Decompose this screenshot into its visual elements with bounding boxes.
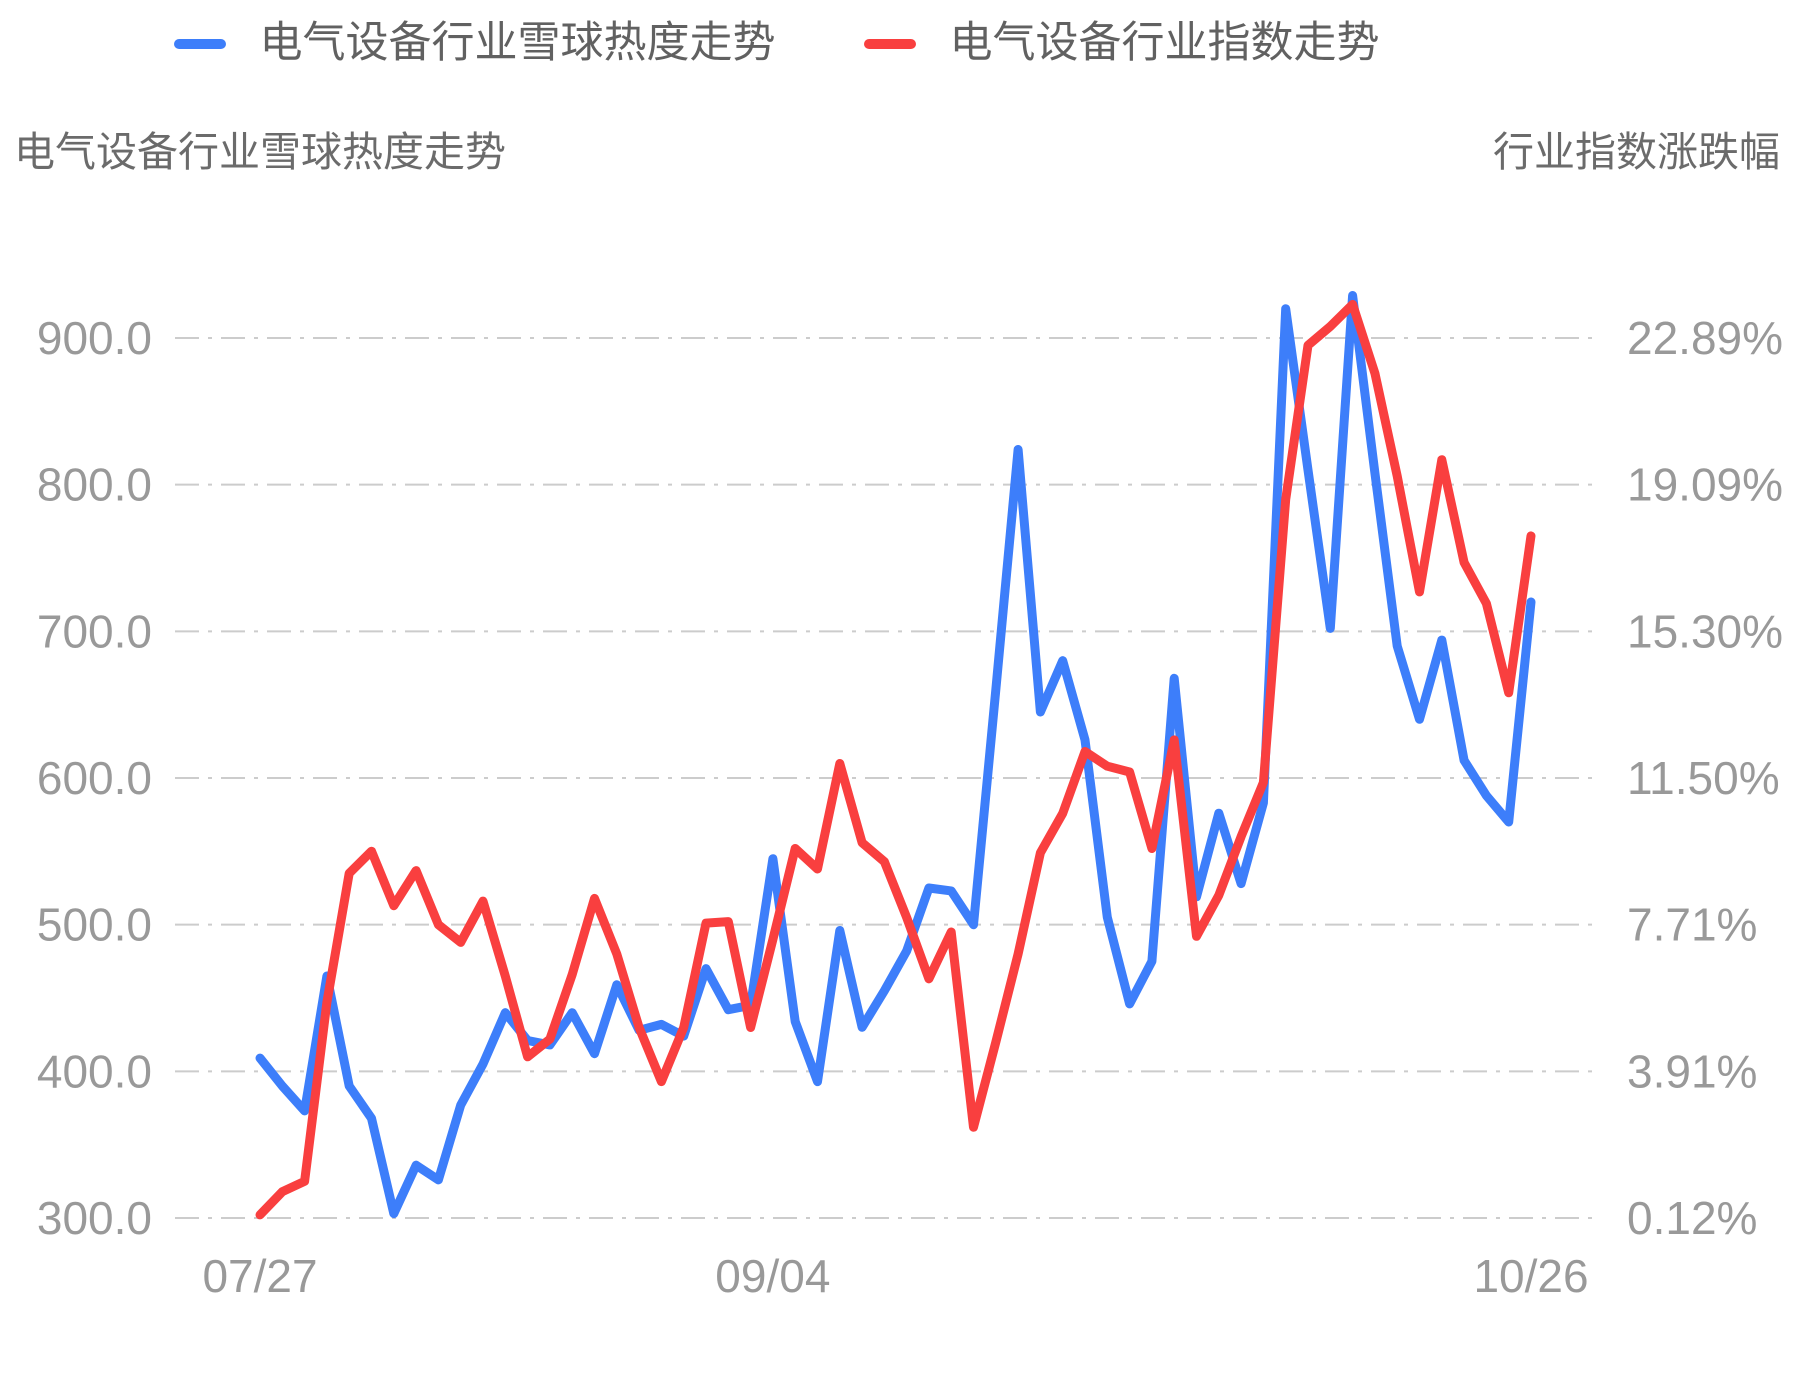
index-series-line [255, 299, 1536, 1220]
legend-label-index: 电气设备行业指数走势 [949, 19, 1380, 67]
left-axis-tick-label: 600.0 [37, 752, 152, 804]
left-axis-tick-label: 700.0 [37, 605, 152, 657]
left-axis-title: 电气设备行业雪球热度走势 [14, 129, 506, 175]
chart-legend: 电气设备行业雪球热度走势 电气设备行业指数走势 [0, 22, 1793, 65]
left-axis-tick-label: 500.0 [37, 899, 152, 951]
left-axis-tick-label: 400.0 [37, 1045, 152, 1097]
heat-series-line [255, 291, 1536, 1219]
legend-label-heat: 电气设备行业雪球热度走势 [259, 19, 776, 67]
legend-item-heat[interactable]: 电气设备行业雪球热度走势 [173, 19, 776, 67]
legend-item-index[interactable]: 电气设备行业指数走势 [863, 19, 1380, 67]
right-axis-title: 行业指数涨跌幅 [1493, 129, 1780, 175]
right-axis-tick-label: 3.91% [1627, 1045, 1757, 1097]
heat-series-marker-icon [173, 38, 226, 49]
index-series-marker-icon [863, 38, 916, 49]
x-axis-tick-label: 09/04 [715, 1250, 830, 1302]
left-axis-tick-label: 300.0 [37, 1192, 152, 1244]
right-axis-tick-label: 15.30% [1627, 605, 1783, 657]
right-axis-tick-label: 11.50% [1627, 752, 1780, 804]
left-axis-tick-label: 800.0 [37, 459, 152, 511]
axis-titles-row: 电气设备行业雪球热度走势 行业指数涨跌幅 [0, 118, 1793, 178]
x-axis-tick-label: 10/26 [1473, 1250, 1588, 1302]
right-axis-tick-label: 0.12% [1627, 1192, 1757, 1244]
left-axis-tick-label: 900.0 [37, 312, 152, 364]
right-axis-tick-label: 19.09% [1627, 459, 1783, 511]
right-axis-tick-label: 22.89% [1627, 312, 1783, 364]
x-axis-tick-label: 07/27 [202, 1250, 317, 1302]
right-axis-tick-label: 7.71% [1627, 899, 1757, 951]
